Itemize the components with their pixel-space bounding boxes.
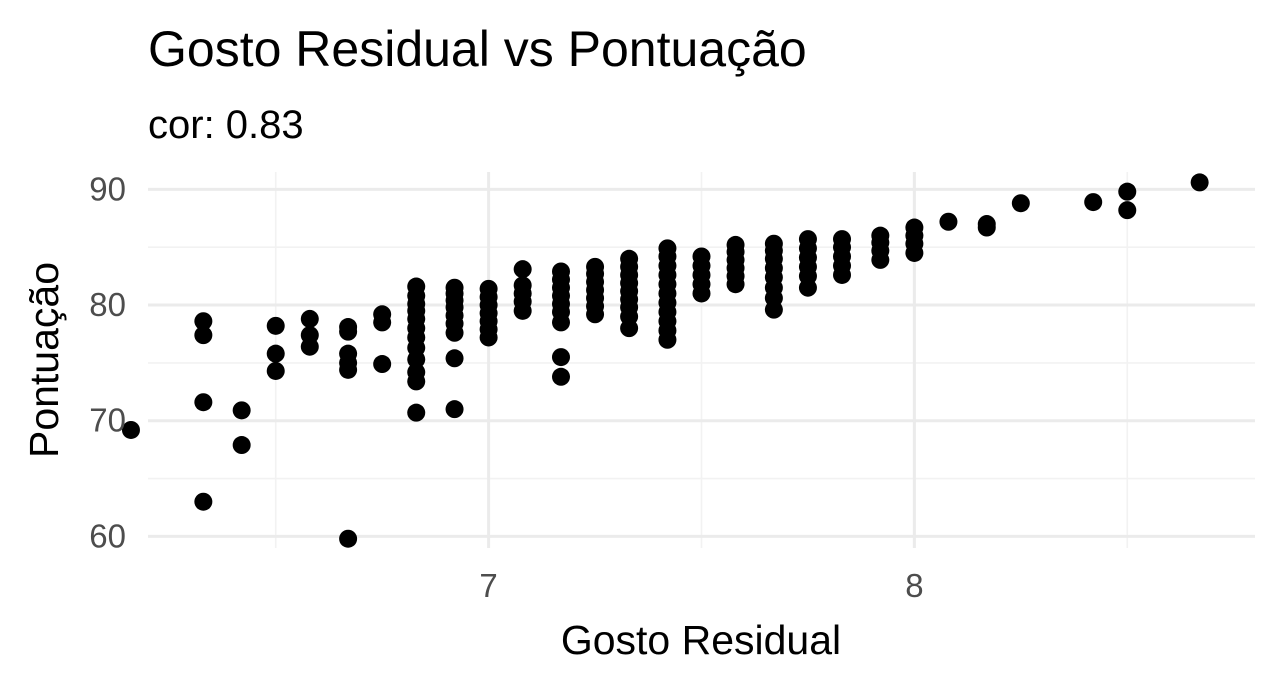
data-point — [232, 436, 251, 455]
data-point — [977, 215, 996, 234]
data-point — [513, 276, 532, 295]
y-tick-label: 60 — [89, 517, 126, 554]
data-point — [871, 226, 890, 245]
x-tick-label: 8 — [905, 567, 923, 604]
data-point — [905, 218, 924, 237]
data-point — [300, 309, 319, 328]
data-point — [551, 367, 570, 386]
data-point — [194, 326, 213, 345]
data-point — [479, 279, 498, 298]
data-point — [1118, 201, 1137, 220]
data-point — [266, 361, 285, 380]
data-point — [939, 212, 958, 231]
data-point — [194, 492, 213, 511]
x-axis-label: Gosto Residual — [561, 617, 841, 663]
data-point — [373, 355, 392, 374]
data-point — [551, 262, 570, 281]
data-point — [339, 344, 358, 363]
data-point — [586, 257, 605, 276]
data-point — [658, 239, 677, 258]
data-point — [798, 230, 817, 249]
data-point — [407, 363, 426, 382]
data-point — [1190, 173, 1209, 192]
data-point — [232, 401, 251, 420]
data-point — [300, 326, 319, 345]
data-point — [551, 348, 570, 367]
y-axis-label: Pontuação — [21, 262, 67, 458]
data-point — [1011, 194, 1030, 213]
data-point — [266, 316, 285, 335]
data-point — [1118, 182, 1137, 201]
data-point — [513, 260, 532, 279]
y-tick-label: 80 — [89, 286, 126, 323]
data-point — [445, 278, 464, 297]
y-tick-label: 90 — [89, 170, 126, 207]
x-tick-label: 7 — [479, 567, 497, 604]
data-point — [407, 403, 426, 422]
data-point — [445, 400, 464, 419]
data-point — [764, 234, 783, 253]
data-point — [339, 318, 358, 337]
tick-labels: 60 70 80 90 7 8 — [89, 170, 923, 604]
chart-title: Gosto Residual vs Pontuação — [148, 21, 807, 77]
chart-subtitle: cor: 0.83 — [148, 103, 304, 147]
data-point — [194, 393, 213, 412]
data-point — [373, 305, 392, 324]
data-point — [833, 230, 852, 249]
data-point — [1084, 193, 1103, 212]
data-point — [726, 235, 745, 254]
data-point — [445, 349, 464, 368]
data-point — [121, 420, 140, 439]
data-point — [620, 249, 639, 268]
data-point — [339, 529, 358, 548]
data-point — [692, 247, 711, 266]
grid — [148, 172, 1255, 548]
data-point — [194, 312, 213, 331]
data-point — [266, 344, 285, 363]
y-tick-label: 70 — [89, 402, 126, 439]
data-points — [121, 173, 1209, 548]
data-point — [407, 277, 426, 296]
